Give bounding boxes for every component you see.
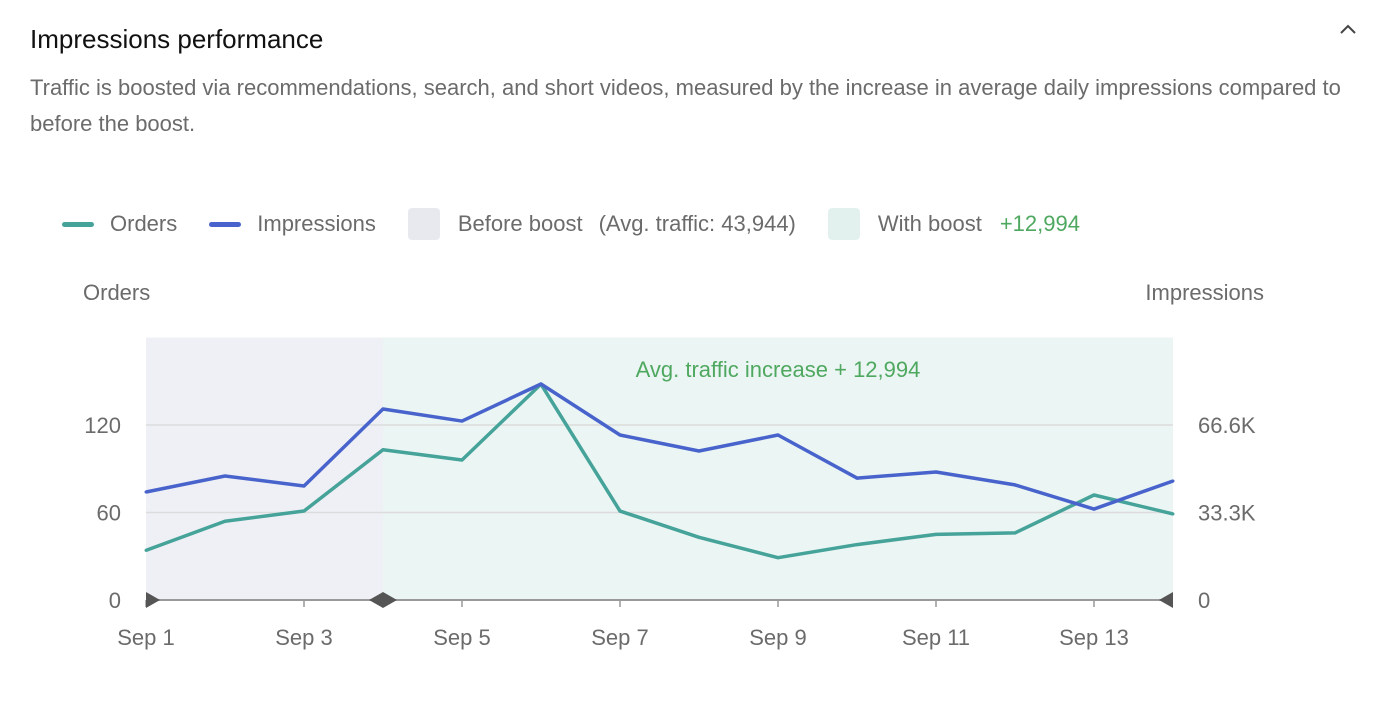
- series-orders-point: [618, 509, 622, 513]
- right-axis-title: Impressions: [1145, 280, 1264, 305]
- series-impressions-point: [381, 407, 385, 411]
- x-tick-label: Sep 9: [749, 625, 807, 650]
- series-impressions-point: [144, 490, 148, 494]
- x-tick-label: Sep 1: [117, 625, 175, 650]
- range-end-handle-icon[interactable]: [1159, 592, 1173, 608]
- series-orders-point: [855, 543, 859, 547]
- legend-with-boost: With boost +12,994: [827, 208, 1080, 240]
- left-tick-label: 0: [109, 588, 121, 613]
- series-impressions-point: [776, 433, 780, 437]
- series-orders-point: [934, 532, 938, 536]
- avg-traffic-increase-annotation: Avg. traffic increase + 12,994: [636, 357, 921, 382]
- series-impressions-point: [223, 474, 227, 478]
- x-tick-label: Sep 3: [275, 625, 333, 650]
- right-tick-label: 33.3K: [1198, 501, 1256, 526]
- series-orders-point: [144, 548, 148, 552]
- series-impressions-point: [539, 382, 543, 386]
- series-orders-point: [223, 519, 227, 523]
- series-impressions-point: [855, 476, 859, 480]
- x-tick-label: Sep 11: [902, 625, 970, 650]
- right-tick-label: 0: [1198, 588, 1210, 613]
- legend-orders-label: Orders: [110, 211, 178, 236]
- before-boost-region: [146, 337, 383, 600]
- legend-with-note: +12,994: [999, 211, 1080, 236]
- legend-before-note: (Avg. traffic: 43,944): [598, 211, 796, 236]
- with-boost-swatch: [827, 208, 860, 240]
- legend-impressions-label: Impressions: [257, 211, 376, 236]
- right-tick-label: 66.6K: [1198, 413, 1256, 438]
- series-impressions-point: [1092, 507, 1096, 511]
- series-orders-point: [460, 458, 464, 462]
- series-orders-point: [1013, 531, 1017, 535]
- x-tick-label: Sep 5: [433, 625, 491, 650]
- series-impressions-point: [1171, 479, 1175, 483]
- range-start-handle-icon[interactable]: [146, 592, 160, 608]
- legend-orders[interactable]: Orders: [62, 211, 177, 237]
- legend-before-boost: Before boost (Avg. traffic: 43,944): [407, 208, 796, 240]
- x-tick-label: Sep 7: [591, 625, 649, 650]
- left-tick-label: 120: [84, 413, 121, 438]
- x-tick-label: Sep 13: [1059, 625, 1129, 650]
- legend-with-label: With boost: [877, 211, 982, 236]
- legend-impressions[interactable]: Impressions: [209, 211, 376, 237]
- before-boost-swatch: [407, 208, 440, 240]
- series-impressions-line: [145, 382, 1174, 511]
- series-orders-point: [697, 535, 701, 539]
- series-impressions-point: [697, 449, 701, 453]
- card-title: Impressions performance: [30, 24, 324, 54]
- series-orders-line: [145, 382, 1174, 560]
- series-orders-point: [302, 509, 306, 513]
- series-impressions-point: [934, 470, 938, 474]
- left-tick-label: 60: [97, 501, 121, 526]
- card-description: Traffic is boosted via recommendations, …: [30, 75, 1341, 136]
- chart-legend: Orders Impressions Before boost (Avg. tr…: [62, 208, 1112, 240]
- legend-before-label: Before boost: [457, 211, 583, 236]
- series-impressions-point: [1013, 483, 1017, 487]
- series-impressions-point: [302, 484, 306, 488]
- impressions-swatch: [209, 221, 242, 227]
- series-orders-point: [776, 556, 780, 560]
- left-axis-title: Orders: [83, 280, 151, 305]
- boost-start-handle-icon[interactable]: [369, 592, 397, 608]
- series-orders-point: [381, 448, 385, 452]
- orders-swatch: [62, 221, 94, 227]
- chevron-up-icon[interactable]: [1336, 18, 1360, 42]
- series-orders-point: [1092, 493, 1096, 497]
- series-orders-point: [1171, 512, 1175, 516]
- series-impressions-point: [460, 419, 464, 423]
- series-impressions-point: [618, 433, 622, 437]
